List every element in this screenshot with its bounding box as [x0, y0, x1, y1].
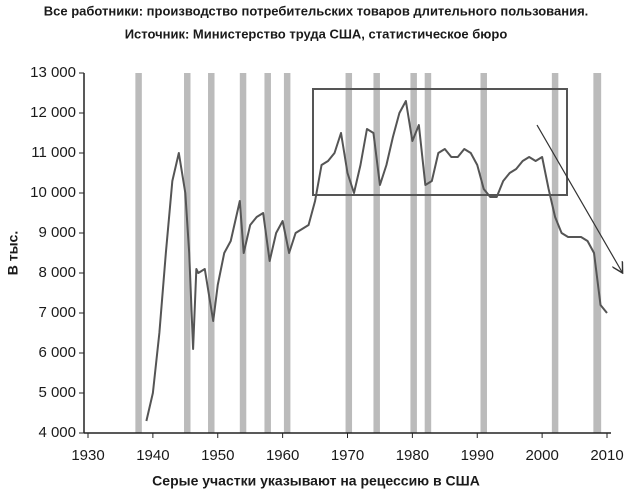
axes: 4 000 5 000 6 000 7 000 8 000 9 000 10 000 11 0…	[30, 64, 624, 464]
recession-band	[593, 73, 602, 433]
recession-band	[135, 73, 142, 433]
recession-band	[410, 73, 417, 433]
x-tick-label: 1990	[461, 447, 494, 464]
trend-arrow	[536, 124, 622, 272]
x-axis-title: Серые участки указывают на рецессию в СШ…	[152, 473, 480, 489]
recession-band	[480, 73, 487, 433]
y-tick-label: 4 000	[38, 424, 76, 441]
y-tick-label: 8 000	[38, 264, 76, 281]
y-tick-label: 5 000	[38, 384, 76, 401]
data-line	[145, 100, 608, 422]
recession-band	[208, 73, 215, 433]
marks	[145, 100, 608, 422]
y-tick-label: 10 000	[30, 184, 76, 201]
highlight-box	[312, 88, 568, 196]
chart-subtitle: Источник: Министерство труда США, статис…	[125, 26, 508, 41]
x-tick-label: 1970	[331, 447, 364, 464]
x-tick-label: 1950	[201, 447, 234, 464]
y-tick-label: 12 000	[30, 104, 76, 121]
y-tick-label: 11 000	[31, 144, 76, 161]
y-axis-title: В тыс.	[5, 231, 21, 276]
y-tick-label: 13 000	[30, 64, 76, 81]
recession-bands	[135, 73, 602, 433]
x-tick-label: 2000	[525, 447, 558, 464]
x-tick-label: 1980	[396, 447, 429, 464]
y-tick-label: 9 000	[38, 224, 76, 241]
x-tick-label: 1960	[266, 447, 299, 464]
x-tick-label: 1930	[71, 447, 104, 464]
recession-band	[283, 73, 291, 433]
y-tick-label: 6 000	[38, 344, 76, 361]
recession-band	[184, 73, 191, 433]
recession-band	[424, 73, 432, 433]
recession-band	[551, 73, 559, 433]
recession-band	[373, 73, 380, 433]
x-tick-label: 1940	[136, 447, 169, 464]
recession-band	[345, 73, 353, 433]
x-tick-label: 2010	[590, 447, 623, 464]
chart-title: Все работники: производство потребительс…	[44, 3, 589, 18]
y-tick-label: 7 000	[38, 304, 76, 321]
